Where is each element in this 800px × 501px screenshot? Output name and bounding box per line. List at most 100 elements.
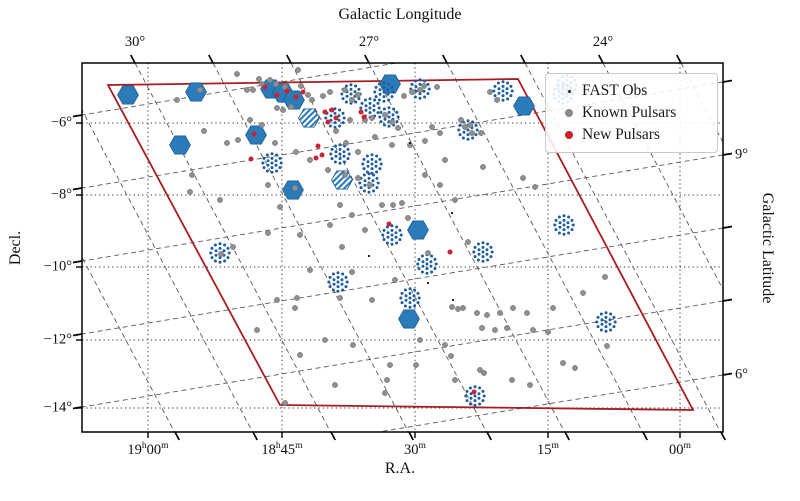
ra-tick-label: 30m (404, 441, 426, 458)
known-pulsar-dot (274, 105, 280, 111)
dec-tick-label: −12° (43, 331, 72, 348)
galactic-tick (130, 54, 136, 64)
new-pulsar-dot (300, 89, 306, 95)
known-pulsar-dot (384, 377, 390, 383)
bottom-axis-title: R.A. (384, 460, 416, 477)
known-pulsar-dot (293, 149, 299, 155)
ra-tick-label: 19h00m (127, 441, 169, 458)
known-pulsar-dot (389, 142, 395, 148)
fast-obs-beam-cluster (416, 253, 438, 275)
fast-obs-beam-cluster (464, 385, 486, 407)
new-pulsar-dot (447, 249, 453, 255)
new-pulsar-dot (329, 107, 335, 113)
known-pulsar-dot (409, 89, 415, 95)
known-pulsar-dot (550, 305, 556, 311)
known-pulsar-dot (474, 310, 480, 316)
known-pulsar-dot (452, 197, 458, 203)
galactic-tick (564, 431, 570, 441)
known-pulsar-dot (604, 343, 610, 349)
known-pulsar-dot (350, 342, 356, 348)
known-pulsar-dot (292, 305, 298, 311)
legend-box: FAST Obs Known Pulsars New Pulsars (545, 73, 718, 153)
known-pulsar-dot (492, 327, 498, 333)
known-pulsar-dot (372, 134, 378, 140)
known-pulsar-dot (417, 337, 423, 343)
galactic-latitude-gridline (82, 227, 723, 335)
galactic-tick (330, 431, 336, 441)
known-pulsar-dot (256, 76, 262, 82)
galactic-latitude-tick-label: 9° (735, 146, 749, 163)
legend-label-new-pulsars: New Pulsars (582, 126, 660, 143)
known-pulsar-dot (458, 117, 464, 123)
new-pulsar-dot (361, 114, 367, 120)
known-pulsar-dot (197, 87, 203, 93)
known-pulsar-dot (307, 267, 313, 273)
known-pulsar-dot (259, 122, 265, 128)
fast-obs-hexagon-striped (331, 170, 353, 190)
known-pulsar-dot (265, 230, 271, 236)
known-pulsar-dot (322, 337, 328, 343)
galactic-longitude-tick-label: 30° (124, 34, 146, 50)
known-pulsar-dot (332, 382, 338, 388)
known-pulsar-dot (602, 274, 608, 280)
known-pulsar-dot (189, 172, 195, 178)
ra-tick-label: 18h45m (261, 441, 303, 458)
galactic-tick (722, 298, 733, 302)
galactic-tick (722, 152, 733, 156)
known-pulsar-dot (421, 83, 427, 89)
known-pulsar-dot (343, 140, 349, 146)
fast-obs-hexagon (283, 90, 305, 110)
new-pulsar-dot (262, 84, 268, 90)
known-pulsar-dot (307, 157, 313, 163)
galactic-longitude-gridline (82, 109, 253, 432)
known-pulsar-dot (477, 367, 483, 373)
galactic-longitude-gridline (212, 63, 409, 432)
known-pulsar-dot (174, 97, 180, 103)
galactic-tick (722, 225, 733, 229)
galactic-tick (286, 54, 292, 64)
known-pulsar-dot (413, 362, 419, 368)
known-pulsar-dot (401, 93, 407, 99)
known-pulsar-dot (305, 92, 311, 98)
new-pulsar-dot (358, 109, 364, 115)
new-pulsar-dot (322, 109, 328, 115)
galactic-longitude-gridline (446, 63, 643, 432)
dec-tick-label: −14° (43, 399, 72, 416)
fast-obs-hexagon (398, 309, 420, 329)
galactic-tick (72, 260, 83, 264)
known-pulsar-dot (442, 342, 448, 348)
known-pulsar-dot (520, 175, 526, 181)
known-pulsar-dot (527, 382, 533, 388)
known-pulsar-marker-icon (556, 109, 582, 117)
known-pulsar-dot (337, 202, 343, 208)
fast-obs-hexagon (117, 85, 139, 105)
known-pulsar-dot (362, 227, 368, 233)
known-pulsar-dot (244, 87, 250, 93)
dec-tick-label: −10° (43, 258, 72, 275)
known-pulsar-dot (294, 295, 300, 301)
known-pulsar-dot (355, 149, 361, 155)
new-pulsar-dot (471, 389, 477, 395)
known-pulsar-dot (254, 327, 260, 333)
legend-item-known-pulsars: Known Pulsars (556, 102, 705, 124)
known-pulsar-dot (272, 140, 278, 146)
fast-obs-dot (426, 281, 430, 285)
galactic-tick (252, 431, 258, 441)
legend-item-fast-obs: FAST Obs (556, 80, 705, 102)
known-pulsar-dot (504, 325, 510, 331)
fast-obs-dot (451, 298, 455, 302)
known-pulsar-dot (201, 128, 207, 134)
known-pulsar-dot (442, 157, 448, 163)
known-pulsar-dot (327, 89, 333, 95)
galactic-tick (642, 431, 648, 441)
fast-obs-beam-cluster (553, 214, 575, 236)
fast-obs-beam-cluster (361, 153, 383, 175)
known-pulsar-dot (494, 97, 500, 103)
known-pulsar-dot (389, 119, 395, 125)
known-pulsar-dot (524, 310, 530, 316)
known-pulsar-dot (297, 352, 303, 358)
known-pulsar-dot (288, 104, 294, 110)
known-pulsar-dot (295, 67, 301, 73)
known-pulsar-dot (369, 297, 375, 303)
known-pulsar-dot (298, 83, 304, 89)
